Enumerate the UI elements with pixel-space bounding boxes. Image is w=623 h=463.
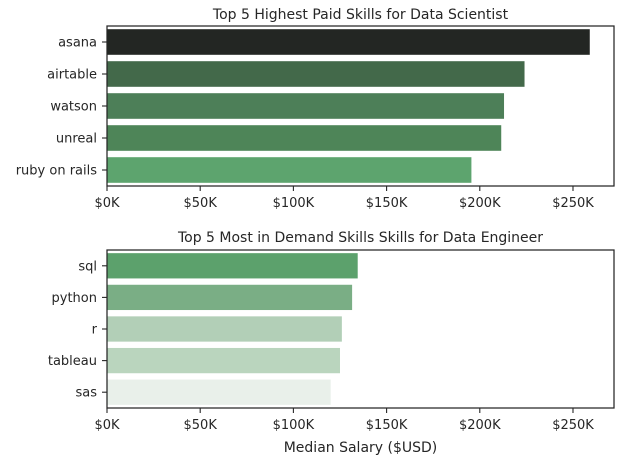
y-tick-label: r xyxy=(92,323,98,338)
y-tick-label: airtable xyxy=(47,68,97,83)
x-tick-label: $150K xyxy=(366,196,408,211)
x-tick-label: $150K xyxy=(366,418,408,433)
bar-ruby-on-rails xyxy=(107,157,472,183)
plot-frame xyxy=(106,25,615,187)
x-axis-label: Median Salary ($USD) xyxy=(284,440,438,456)
y-tick-label: python xyxy=(52,291,97,306)
x-tick-label: $250K xyxy=(552,196,594,211)
bar-sas xyxy=(107,379,331,405)
x-tick-label: $200K xyxy=(459,418,501,433)
y-tick-label: asana xyxy=(58,36,97,51)
bar-watson xyxy=(107,93,505,119)
plot-frame xyxy=(106,249,615,409)
bar-airtable xyxy=(107,61,525,87)
x-tick-label: $50K xyxy=(184,196,218,211)
y-tick-label: sql xyxy=(78,259,97,274)
y-tick-label: tableau xyxy=(48,354,97,369)
bar-unreal xyxy=(107,125,502,151)
x-tick-label: $100K xyxy=(273,196,315,211)
chart-in-demand-skills-data-engineer: Top 5 Most in Demand Skills Skills for D… xyxy=(48,230,615,456)
bar-python xyxy=(107,284,353,311)
y-tick-label: unreal xyxy=(56,132,97,147)
bar-asana xyxy=(107,29,590,55)
chart-title: Top 5 Most in Demand Skills Skills for D… xyxy=(177,230,543,246)
y-tick-label: sas xyxy=(75,386,97,401)
x-tick-label: $0K xyxy=(94,196,120,211)
y-tick-label: watson xyxy=(50,100,97,115)
x-tick-label: $50K xyxy=(184,418,218,433)
x-tick-label: $200K xyxy=(459,196,501,211)
chart-top-paid-skills-data-scientist: Top 5 Highest Paid Skills for Data Scien… xyxy=(16,7,615,211)
x-tick-label: $100K xyxy=(273,418,315,433)
bar-r xyxy=(107,316,342,342)
x-tick-label: $0K xyxy=(94,418,120,433)
chart-title: Top 5 Highest Paid Skills for Data Scien… xyxy=(212,7,509,23)
bar-tableau xyxy=(107,347,340,374)
y-tick-label: ruby on rails xyxy=(16,164,98,179)
bar-sql xyxy=(107,253,358,279)
x-tick-label: $250K xyxy=(552,418,594,433)
